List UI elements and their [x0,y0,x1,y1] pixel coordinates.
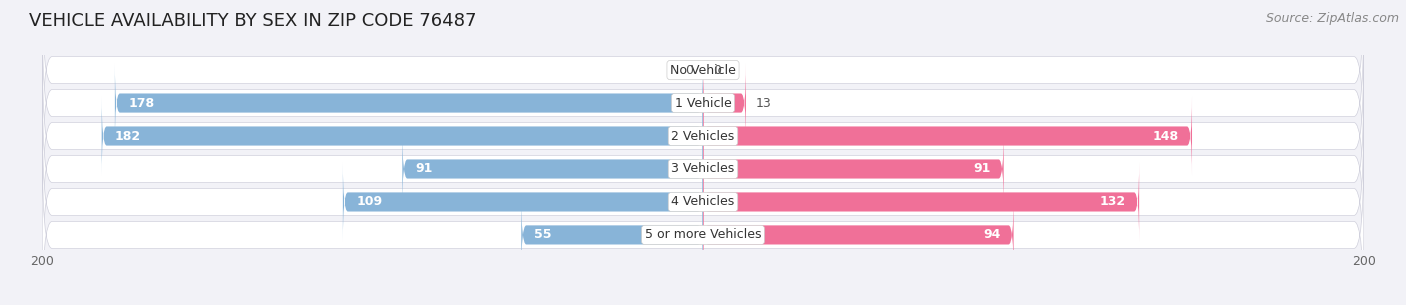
Text: 5 or more Vehicles: 5 or more Vehicles [645,228,761,242]
Text: 0: 0 [685,63,693,77]
FancyBboxPatch shape [42,117,1364,287]
Text: 132: 132 [1099,196,1126,208]
FancyBboxPatch shape [522,195,703,275]
FancyBboxPatch shape [402,129,703,209]
FancyBboxPatch shape [343,162,703,242]
FancyBboxPatch shape [101,96,703,176]
FancyBboxPatch shape [42,0,1364,156]
Text: 4 Vehicles: 4 Vehicles [672,196,734,208]
Text: 91: 91 [973,163,990,175]
Text: 0: 0 [713,63,721,77]
Text: 94: 94 [983,228,1001,242]
FancyBboxPatch shape [703,129,1004,209]
Text: 55: 55 [534,228,553,242]
Text: 109: 109 [356,196,382,208]
FancyBboxPatch shape [42,149,1364,305]
Text: 182: 182 [115,130,141,142]
FancyBboxPatch shape [115,63,703,143]
FancyBboxPatch shape [42,84,1364,254]
Text: No Vehicle: No Vehicle [671,63,735,77]
FancyBboxPatch shape [42,51,1364,221]
Text: 91: 91 [416,163,433,175]
FancyBboxPatch shape [703,162,1139,242]
Text: 1 Vehicle: 1 Vehicle [675,97,731,109]
FancyBboxPatch shape [703,195,1014,275]
FancyBboxPatch shape [42,18,1364,188]
FancyBboxPatch shape [703,96,1192,176]
Text: Source: ZipAtlas.com: Source: ZipAtlas.com [1265,12,1399,25]
Text: 2 Vehicles: 2 Vehicles [672,130,734,142]
Text: 3 Vehicles: 3 Vehicles [672,163,734,175]
FancyBboxPatch shape [703,63,747,143]
Text: 148: 148 [1153,130,1178,142]
Text: 178: 178 [128,97,155,109]
Text: 13: 13 [756,97,772,109]
Legend: Male, Female: Male, Female [626,302,780,305]
Text: VEHICLE AVAILABILITY BY SEX IN ZIP CODE 76487: VEHICLE AVAILABILITY BY SEX IN ZIP CODE … [30,12,477,30]
